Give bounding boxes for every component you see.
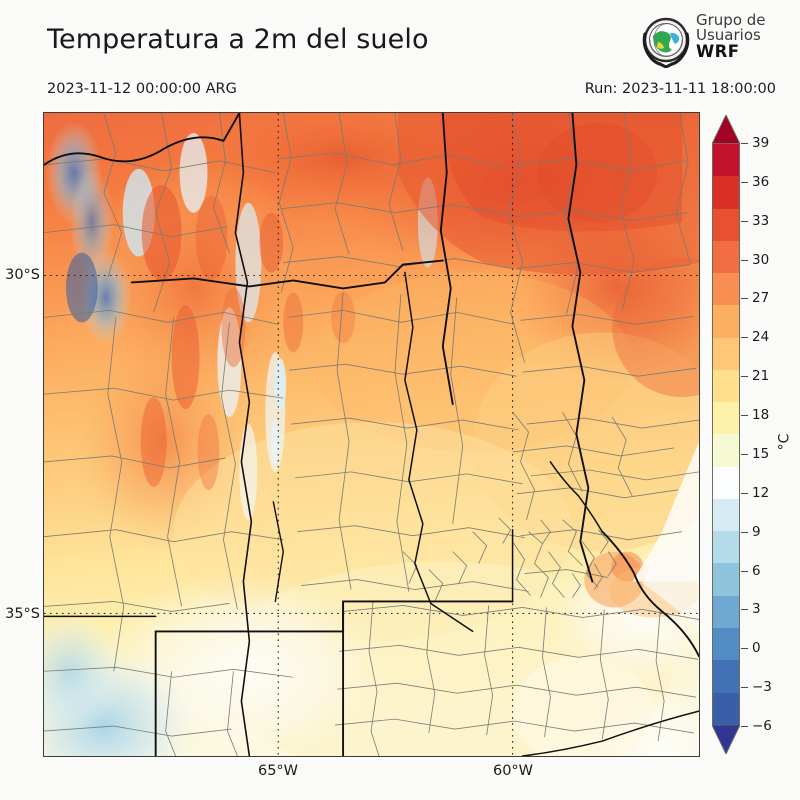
colorbar-tick-label: 0 [752, 640, 761, 657]
colorbar-tick [741, 726, 748, 727]
map-canvas [44, 113, 699, 756]
colorbar-tick-label: 33 [752, 212, 770, 229]
colorbar-tick-label: 27 [752, 290, 770, 307]
colorbar-tick-label: 6 [752, 562, 761, 579]
globe-emblem-icon [642, 17, 690, 68]
colorbar-tick [741, 609, 748, 611]
wrf-user-group-logo: Grupo de Usuarios WRF [640, 11, 792, 72]
colorbar-tick [741, 687, 748, 689]
colorbar-band [713, 273, 739, 306]
colorbar-tick-label: 18 [752, 407, 770, 424]
colorbar-tick [741, 259, 748, 261]
colorbar-tick-label: 39 [752, 135, 770, 151]
administrative-boundaries [44, 113, 699, 756]
colorbar-band [713, 176, 739, 209]
colorbar-band [713, 208, 739, 241]
colorbar-tick [741, 453, 748, 455]
river-parana [404, 271, 474, 633]
colorbar-band [713, 369, 739, 403]
map-gridlines [44, 113, 699, 756]
colorbar-band [713, 240, 739, 274]
colorbar-tick [741, 298, 748, 300]
border-uruguay-river [567, 113, 594, 583]
colorbar-tick-label: −6 [752, 718, 772, 734]
border-interprovincial-north [130, 259, 444, 290]
border-paraguay [439, 113, 454, 406]
coastline-rio-de-la-plata [601, 530, 699, 658]
coastline-entre-rios [549, 461, 604, 533]
colorbar-band [713, 498, 739, 532]
logo-line-2: Usuarios [696, 26, 761, 45]
colorbar-band [713, 595, 739, 628]
x-axis-tick-60W: 60°W [492, 763, 534, 779]
colorbar-tick [741, 220, 748, 222]
colorbar-unit-label: °C [776, 433, 793, 451]
colorbar-band [713, 627, 739, 661]
border-la-pampa-north [154, 600, 514, 633]
colorbar-band [713, 466, 739, 499]
border-bolivia [44, 113, 241, 166]
temperature-field [44, 113, 699, 756]
colorbar-tick-label: 36 [752, 173, 770, 190]
valid-time-label: 2023-11-12 00:00:00 ARG [47, 81, 237, 97]
colorbar-tick-label: 21 [752, 368, 770, 385]
colorbar-under-arrow [712, 725, 740, 754]
y-axis-tick-30S: 30°S [5, 267, 40, 283]
border-chile [234, 113, 253, 756]
andes-cold-ridges [45, 120, 438, 520]
colorbar-band [713, 402, 739, 435]
colorbar-band [713, 692, 739, 725]
y-axis-tick-35S: 35°S [5, 606, 40, 622]
logo-line-3: WRF [696, 41, 740, 61]
colorbar-tick [741, 376, 748, 378]
colorbar-band [713, 337, 739, 370]
run-time-label: Run: 2023-11-11 18:00:00 [584, 81, 776, 97]
hot-valley-streaks [140, 184, 356, 490]
coastline-south [521, 710, 699, 756]
colorbar-gradient [712, 143, 740, 726]
temperature-map[interactable] [43, 112, 700, 757]
colorbar-tick-label: 30 [752, 251, 770, 268]
country-borders [44, 113, 699, 756]
colorbar[interactable]: °C 39 36 33 30 27 24 21 18 15 12 9 6 3 0 −3 −6 [710, 112, 796, 757]
colorbar-tick-label: 12 [752, 484, 770, 501]
colorbar-band [713, 660, 739, 693]
colorbar-tick [741, 492, 748, 494]
logo-line-1: Grupo de [696, 11, 766, 29]
colorbar-tick [741, 143, 748, 144]
colorbar-band [713, 531, 739, 564]
colorbar-tick [741, 181, 748, 183]
colorbar-tick-label: 15 [752, 445, 770, 462]
colorbar-band [713, 434, 739, 467]
colorbar-tick [741, 531, 748, 533]
colorbar-over-arrow [712, 115, 740, 144]
colorbar-tick-label: 3 [752, 601, 761, 618]
colorbar-tick [741, 570, 748, 572]
colorbar-band [713, 144, 739, 177]
colorbar-tick-label: 24 [752, 329, 770, 346]
colorbar-band [713, 305, 739, 338]
colorbar-band [713, 563, 739, 596]
colorbar-tick [741, 415, 748, 417]
x-axis-tick-65W: 65°W [257, 763, 299, 779]
colorbar-tick [741, 337, 748, 339]
colorbar-tick-label: 9 [752, 523, 761, 540]
border-cordoba-east [272, 501, 284, 603]
colorbar-tick-label: −3 [752, 679, 772, 696]
page-title: Temperatura a 2m del suelo [47, 24, 429, 55]
colorbar-tick [741, 648, 748, 650]
